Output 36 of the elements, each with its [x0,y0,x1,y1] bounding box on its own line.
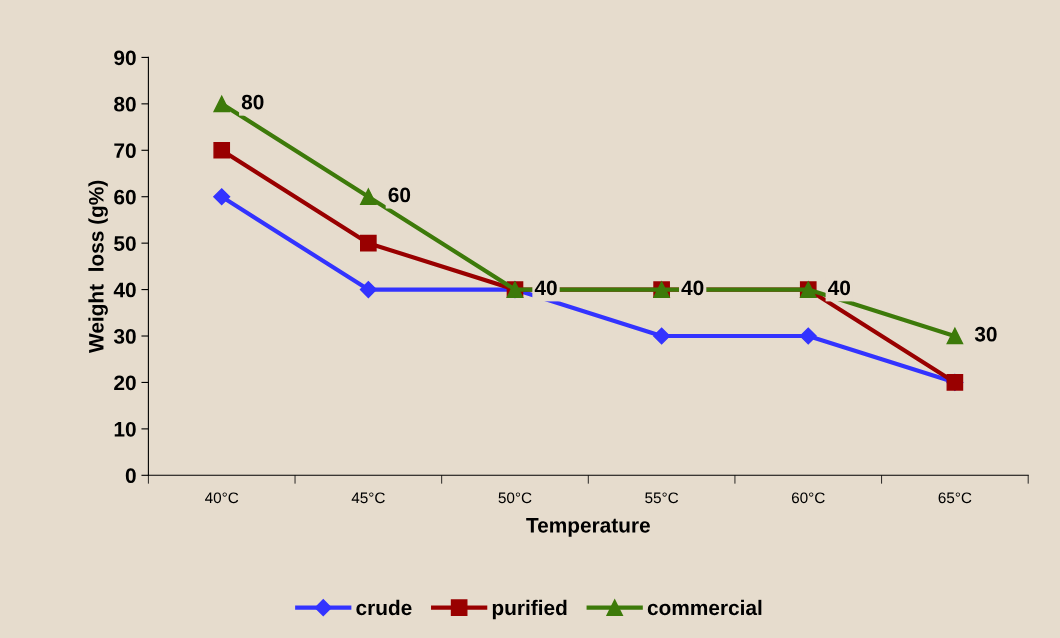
y-tick-label: 0 [125,468,136,484]
point [653,327,671,345]
x-tick-label: 45°C [351,492,385,504]
y-tick-label: 10 [114,421,136,437]
y-tick-label: 20 [114,375,136,391]
point [360,188,377,206]
point [213,141,231,159]
y-tick-label: 60 [114,189,136,205]
y-tick-label: 90 [114,50,136,66]
point [946,327,964,345]
point [360,234,377,252]
x-tick-label: 60°C [791,492,825,504]
data-label: 40 [828,280,851,296]
point [213,188,231,206]
legend-label: purified [492,599,567,620]
data-label: 30 [974,326,997,342]
y-tick-label: 50 [114,236,136,251]
x-tick-label: 40°C [205,492,239,504]
data-label: 40 [534,280,557,296]
legend-label: commercial [647,599,762,616]
x-tick-label: 55°C [645,492,679,504]
x-axis-title: Temperature [526,518,650,537]
data-label: 40 [681,280,704,296]
data-label: 60 [388,187,411,203]
y-tick-label: 70 [114,143,136,159]
legend-label: crude [356,599,412,616]
x-tick-label: 50°C [498,492,532,504]
point [359,281,377,299]
point [213,95,231,113]
y-tick-label: 40 [113,282,136,298]
y-axis-title: Weight loss (g%) [88,180,108,353]
point [799,327,817,345]
y-tick-label: 80 [114,96,136,112]
data-label: 80 [241,94,264,110]
y-tick-label: 30 [113,329,136,344]
x-tick-label: 65°C [938,492,972,504]
